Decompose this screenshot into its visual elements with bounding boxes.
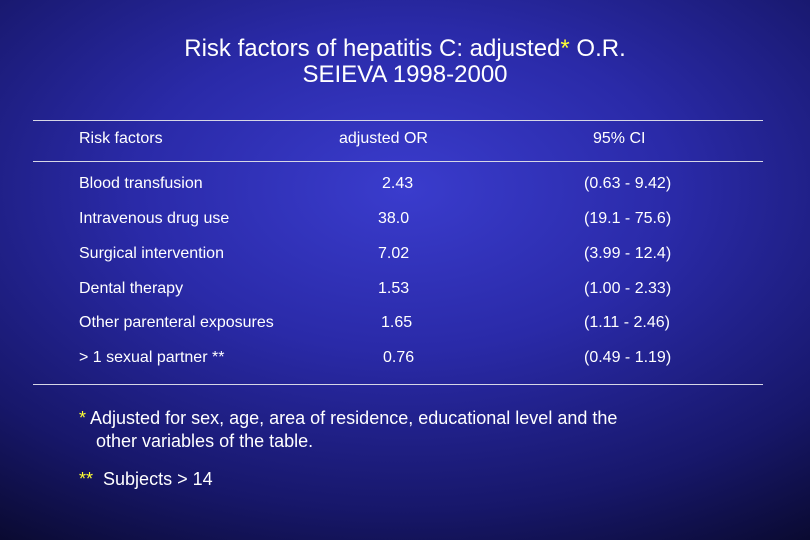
table-row: Dental therapy 1.53 (1.00 - 2.33) xyxy=(0,280,810,304)
odds-ratio-cell: 7.02 xyxy=(378,245,410,262)
header-95-ci: 95% CI xyxy=(593,130,646,147)
footnote-1: * Adjusted for sex, age, area of residen… xyxy=(79,408,617,429)
ci-cell: (19.1 - 75.6) xyxy=(584,210,672,227)
ci-cell: (3.99 - 12.4) xyxy=(584,245,672,262)
table-row: Surgical intervention 7.02 (3.99 - 12.4) xyxy=(0,245,810,269)
footnote-1-marker: * xyxy=(79,408,87,428)
slide-title-line2: SEIEVA 1998-2000 xyxy=(302,61,508,88)
ci-cell: (1.00 - 2.33) xyxy=(584,280,672,297)
table-row: > 1 sexual partner ** 0.76 (0.49 - 1.19) xyxy=(0,349,810,373)
footnote-2: ** Subjects > 14 xyxy=(79,469,213,490)
title-suffix: O.R. xyxy=(569,35,626,62)
header-adjusted-or: adjusted OR xyxy=(339,130,428,147)
table-row: Other parenteral exposures 1.65 (1.11 - … xyxy=(0,314,810,338)
header-bottom-rule xyxy=(33,161,763,162)
footnote-1-text: Adjusted for sex, age, area of residence… xyxy=(90,408,618,428)
table-row: Blood transfusion 2.43 (0.63 - 9.42) xyxy=(0,175,810,199)
title-text: Risk factors of hepatitis C: adjusted xyxy=(184,35,561,62)
header-risk-factors: Risk factors xyxy=(79,130,163,147)
slide-title-line1: Risk factors of hepatitis C: adjusted* O… xyxy=(0,35,810,63)
risk-factor-cell: > 1 sexual partner ** xyxy=(79,349,225,366)
risk-factor-cell: Surgical intervention xyxy=(79,245,224,262)
footnote-2-marker: ** xyxy=(79,469,94,489)
footnote-2-text: Subjects > 14 xyxy=(103,469,213,489)
odds-ratio-cell: 38.0 xyxy=(378,210,410,227)
table-bottom-rule xyxy=(33,384,763,385)
table-top-rule xyxy=(33,120,763,121)
odds-ratio-cell: 0.76 xyxy=(383,349,415,366)
title-asterisk: * xyxy=(560,35,570,62)
risk-factor-cell: Dental therapy xyxy=(79,280,184,297)
risk-factor-cell: Intravenous drug use xyxy=(79,210,230,227)
odds-ratio-cell: 2.43 xyxy=(382,175,414,192)
table-row: Intravenous drug use 38.0 (19.1 - 75.6) xyxy=(0,210,810,234)
odds-ratio-cell: 1.53 xyxy=(378,280,410,297)
risk-factor-cell: Blood transfusion xyxy=(79,175,203,192)
footnote-1-continued: other variables of the table. xyxy=(96,431,314,451)
ci-cell: (0.49 - 1.19) xyxy=(584,349,672,366)
ci-cell: (1.11 - 2.46) xyxy=(584,314,670,331)
ci-cell: (0.63 - 9.42) xyxy=(584,175,672,192)
risk-factor-cell: Other parenteral exposures xyxy=(79,314,274,331)
odds-ratio-cell: 1.65 xyxy=(381,314,413,331)
